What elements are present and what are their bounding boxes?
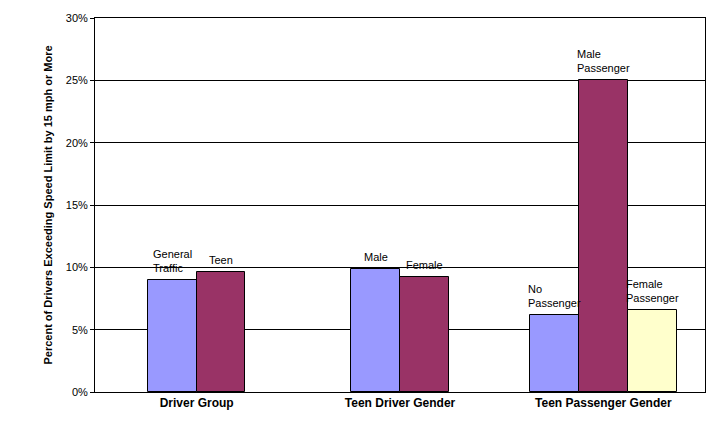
svg-text:5%: 5% — [72, 324, 88, 336]
svg-text:Female: Female — [406, 259, 443, 271]
svg-text:Teen: Teen — [209, 254, 233, 266]
svg-text:Percent of Drivers Exceeding S: Percent of Drivers Exceeding Speed Limit… — [42, 45, 54, 364]
svg-text:Male: Male — [364, 251, 388, 263]
svg-text:Teen Driver Gender: Teen Driver Gender — [345, 396, 456, 410]
svg-text:Teen Passenger Gender: Teen Passenger Gender — [535, 396, 672, 410]
svg-text:10%: 10% — [66, 261, 88, 273]
svg-text:15%: 15% — [66, 199, 88, 211]
svg-text:GeneralTraffic: GeneralTraffic — [153, 248, 192, 274]
svg-text:MalePassenger: MalePassenger — [577, 48, 630, 74]
svg-text:20%: 20% — [66, 137, 88, 149]
svg-text:NoPassenger: NoPassenger — [528, 283, 581, 309]
svg-text:25%: 25% — [66, 74, 88, 86]
svg-text:0%: 0% — [72, 386, 88, 398]
svg-text:30%: 30% — [66, 12, 88, 24]
svg-text:FemalePassenger: FemalePassenger — [626, 278, 679, 304]
svg-text:Driver Group: Driver Group — [160, 396, 234, 410]
